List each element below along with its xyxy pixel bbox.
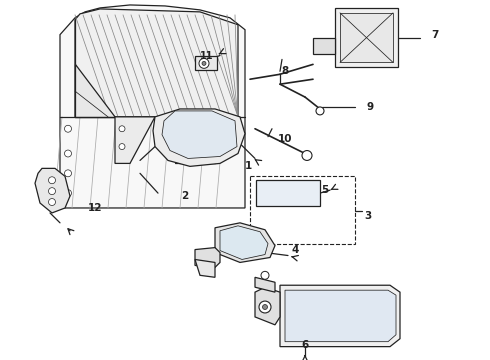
Circle shape [65,150,72,157]
Polygon shape [215,223,275,262]
Text: 9: 9 [367,102,373,112]
Polygon shape [255,277,275,292]
Polygon shape [340,13,393,62]
Polygon shape [313,38,335,54]
Text: 2: 2 [181,191,189,201]
Text: 4: 4 [292,244,299,255]
Polygon shape [60,5,245,208]
Text: 3: 3 [365,211,371,221]
Circle shape [49,188,55,195]
Circle shape [263,305,268,310]
Circle shape [49,177,55,184]
Circle shape [49,199,55,206]
Polygon shape [220,226,268,260]
Polygon shape [162,111,237,158]
Polygon shape [195,260,215,277]
Circle shape [199,58,209,68]
Text: 7: 7 [431,30,439,40]
Bar [195,57,217,70]
Circle shape [65,190,72,197]
Polygon shape [75,9,238,117]
Text: 8: 8 [281,66,289,76]
Circle shape [119,126,125,132]
Circle shape [259,301,271,313]
Text: 5: 5 [321,185,329,195]
Circle shape [65,125,72,132]
Polygon shape [195,248,220,267]
Text: 6: 6 [301,339,309,350]
Text: 12: 12 [88,203,102,213]
Circle shape [202,62,206,66]
Polygon shape [35,168,70,213]
Text: 10: 10 [278,134,292,144]
Circle shape [316,107,324,115]
Polygon shape [256,180,320,206]
Polygon shape [75,64,115,117]
Polygon shape [153,109,245,166]
Polygon shape [280,285,400,347]
Polygon shape [335,8,398,67]
Bar [250,176,355,244]
Polygon shape [285,290,396,342]
Text: 11: 11 [200,51,214,62]
Circle shape [261,271,269,279]
Circle shape [65,170,72,177]
Circle shape [119,144,125,149]
Circle shape [302,150,312,161]
Text: 1: 1 [245,161,252,171]
Polygon shape [255,287,280,325]
Polygon shape [115,117,155,163]
